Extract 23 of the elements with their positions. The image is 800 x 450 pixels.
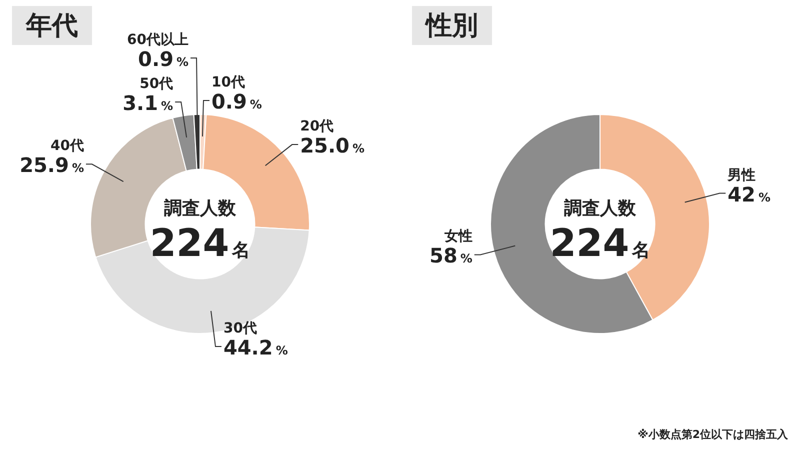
data-label: 25.9% bbox=[20, 153, 84, 178]
data-label: 44.2% bbox=[223, 336, 288, 360]
slice-label: 40代 bbox=[50, 138, 84, 154]
slice-label: 30代 bbox=[223, 320, 257, 337]
slice-label: 10代 bbox=[211, 74, 245, 91]
data-label: 25.0% bbox=[300, 134, 364, 158]
slice-label: 男性 bbox=[726, 167, 756, 184]
text: 224名 bbox=[150, 221, 250, 265]
data-label: 42% bbox=[728, 182, 770, 206]
chart-title: 年代 bbox=[12, 6, 92, 45]
slice-label: 60代以上 bbox=[127, 32, 189, 48]
text: 調査人数 bbox=[564, 198, 637, 219]
chart-title: 性別 bbox=[412, 6, 492, 45]
text: 調査人数 bbox=[164, 198, 237, 219]
data-label: 0.9% bbox=[211, 90, 262, 114]
data-label: 3.1% bbox=[122, 90, 174, 115]
text: ※小数点第2位以下は四捨五入 bbox=[638, 427, 788, 442]
data-label: 0.9% bbox=[138, 46, 189, 71]
data-label: 58% bbox=[430, 244, 472, 268]
slice-label: 女性 bbox=[443, 228, 472, 245]
slice-label: 50代 bbox=[140, 76, 174, 92]
slice-label: 20代 bbox=[300, 118, 334, 135]
text: 224名 bbox=[550, 221, 650, 265]
